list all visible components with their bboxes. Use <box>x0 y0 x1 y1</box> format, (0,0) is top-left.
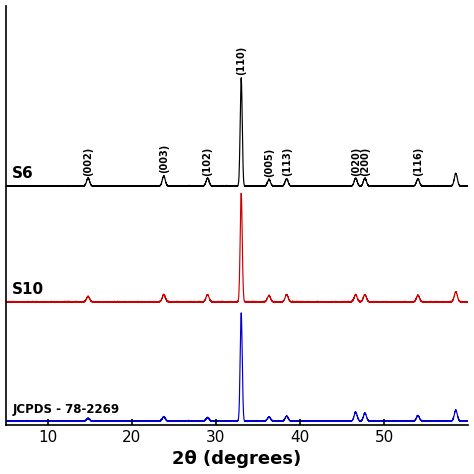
Text: S6: S6 <box>12 166 34 181</box>
Text: (110): (110) <box>236 46 246 75</box>
Text: S10: S10 <box>12 282 45 297</box>
Text: (005): (005) <box>264 148 274 177</box>
Text: (116): (116) <box>413 147 423 176</box>
Text: JCPDS - 78-2269: JCPDS - 78-2269 <box>12 403 119 416</box>
Text: (002): (002) <box>83 146 93 175</box>
Text: (102): (102) <box>202 146 212 175</box>
X-axis label: 2θ (degrees): 2θ (degrees) <box>173 450 301 468</box>
Text: (200): (200) <box>360 146 370 175</box>
Text: (113): (113) <box>282 147 292 176</box>
Text: (003): (003) <box>159 144 169 173</box>
Text: (020): (020) <box>351 146 361 175</box>
